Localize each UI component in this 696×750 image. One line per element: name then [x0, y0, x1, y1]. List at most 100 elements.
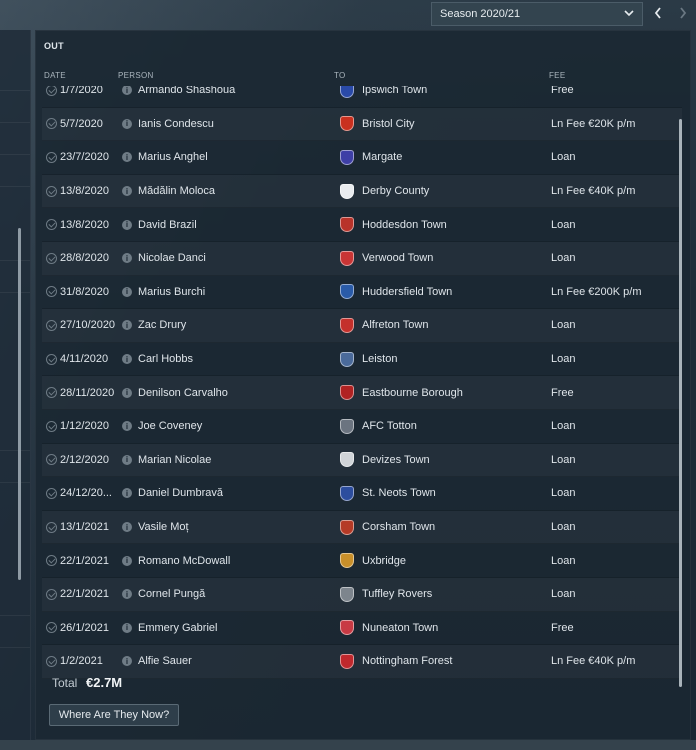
column-header-fee[interactable]: FEE: [549, 71, 566, 80]
player-name[interactable]: Mădălin Moloca: [138, 185, 216, 198]
check-icon[interactable]: [46, 454, 57, 466]
destination-club[interactable]: Verwood Town: [362, 252, 434, 265]
club-badge-icon[interactable]: [340, 385, 354, 401]
info-icon[interactable]: i: [122, 253, 132, 264]
check-icon[interactable]: [46, 521, 57, 533]
club-badge-icon[interactable]: [340, 418, 354, 434]
check-icon[interactable]: [46, 286, 57, 298]
info-icon[interactable]: i: [122, 454, 132, 465]
check-icon[interactable]: [46, 487, 57, 499]
table-row[interactable]: 1/2/2021 i Alfie Sauer Nottingham Forest Ln …: [42, 645, 682, 679]
table-row[interactable]: 2/12/2020 i Marian Nicolae Devizes Town Loan: [42, 444, 682, 478]
player-name[interactable]: Zac Drury: [138, 319, 187, 332]
destination-club[interactable]: Derby County: [362, 185, 430, 198]
player-name[interactable]: Alfie Sauer: [138, 655, 192, 668]
table-row[interactable]: 22/1/2021 i Cornel Pungă Tuffley Rovers Loan: [42, 578, 682, 612]
check-icon[interactable]: [46, 151, 57, 163]
club-badge-icon[interactable]: [340, 620, 354, 636]
check-icon[interactable]: [46, 319, 57, 331]
club-badge-icon[interactable]: [340, 86, 354, 98]
check-icon[interactable]: [46, 588, 57, 600]
info-icon[interactable]: i: [122, 622, 132, 633]
club-badge-icon[interactable]: [340, 183, 354, 199]
info-icon[interactable]: i: [122, 589, 132, 600]
season-dropdown[interactable]: Season 2020/21: [431, 2, 643, 26]
destination-club[interactable]: Margate: [362, 151, 403, 164]
info-icon[interactable]: i: [122, 555, 132, 566]
info-icon[interactable]: i: [122, 522, 132, 533]
player-name[interactable]: Daniel Dumbravă: [138, 487, 223, 500]
destination-club[interactable]: Uxbridge: [362, 554, 407, 567]
club-badge-icon[interactable]: [340, 553, 354, 569]
check-icon[interactable]: [46, 622, 57, 634]
previous-season-button[interactable]: [646, 2, 670, 26]
check-icon[interactable]: [46, 353, 57, 365]
column-header-date[interactable]: DATE: [44, 71, 66, 80]
table-row[interactable]: 26/1/2021 i Emmery Gabriel Nuneaton Town Fre…: [42, 612, 682, 646]
check-icon[interactable]: [46, 555, 57, 567]
next-season-button[interactable]: [671, 2, 695, 26]
check-icon[interactable]: [46, 420, 57, 432]
table-row[interactable]: 22/1/2021 i Romano McDowall Uxbridge Loan: [42, 544, 682, 578]
destination-club[interactable]: Huddersfield Town: [362, 285, 453, 298]
check-icon[interactable]: [46, 185, 57, 197]
table-row[interactable]: 31/8/2020 i Marius Burchi Huddersfield Town…: [42, 276, 682, 310]
player-name[interactable]: Marian Nicolae: [138, 453, 212, 466]
club-badge-icon[interactable]: [340, 217, 354, 233]
check-icon[interactable]: [46, 252, 57, 264]
player-name[interactable]: Vasile Moț: [138, 521, 189, 534]
player-name[interactable]: David Brazil: [138, 218, 197, 231]
table-row[interactable]: 5/7/2020 i Ianis Condescu Bristol City Ln Fe…: [42, 108, 682, 142]
where-are-they-now-button[interactable]: Where Are They Now?: [49, 704, 179, 726]
destination-club[interactable]: Nottingham Forest: [362, 655, 453, 668]
club-badge-icon[interactable]: [340, 586, 354, 602]
table-row[interactable]: 27/10/2020 i Zac Drury Alfreton Town Loan: [42, 309, 682, 343]
info-icon[interactable]: i: [122, 387, 132, 398]
club-badge-icon[interactable]: [340, 284, 354, 300]
info-icon[interactable]: i: [122, 118, 132, 129]
check-icon[interactable]: [46, 86, 57, 96]
info-icon[interactable]: i: [122, 421, 132, 432]
club-badge-icon[interactable]: [340, 250, 354, 266]
info-icon[interactable]: i: [122, 286, 132, 297]
table-row[interactable]: 1/12/2020 i Joe Coveney AFC Totton Loan: [42, 410, 682, 444]
list-scrollbar[interactable]: [679, 119, 682, 687]
player-name[interactable]: Marius Burchi: [138, 285, 206, 298]
player-name[interactable]: Armando Shashoua: [138, 86, 236, 97]
destination-club[interactable]: Corsham Town: [362, 521, 436, 534]
table-row[interactable]: 23/7/2020 i Marius Anghel Margate Loan: [42, 141, 682, 175]
destination-club[interactable]: Eastbourne Borough: [362, 386, 463, 399]
table-row[interactable]: 13/8/2020 i Mădălin Moloca Derby County Ln F…: [42, 175, 682, 209]
table-row[interactable]: 4/11/2020 i Carl Hobbs Leiston Loan: [42, 343, 682, 377]
info-icon[interactable]: i: [122, 488, 132, 499]
destination-club[interactable]: Nuneaton Town: [362, 621, 439, 634]
player-name[interactable]: Emmery Gabriel: [138, 621, 218, 634]
info-icon[interactable]: i: [122, 86, 132, 96]
destination-club[interactable]: AFC Totton: [362, 420, 417, 433]
player-name[interactable]: Ianis Condescu: [138, 117, 214, 130]
club-badge-icon[interactable]: [340, 317, 354, 333]
column-header-to[interactable]: TO: [334, 71, 346, 80]
info-icon[interactable]: i: [122, 320, 132, 331]
table-row[interactable]: 28/11/2020 i Denilson Carvalho Eastbourne B…: [42, 376, 682, 410]
destination-club[interactable]: Hoddesdon Town: [362, 218, 447, 231]
destination-club[interactable]: Leiston: [362, 353, 398, 366]
club-badge-icon[interactable]: [340, 653, 354, 669]
player-name[interactable]: Denilson Carvalho: [138, 386, 228, 399]
player-name[interactable]: Romano McDowall: [138, 554, 231, 567]
club-badge-icon[interactable]: [340, 149, 354, 165]
check-icon[interactable]: [46, 118, 57, 130]
player-name[interactable]: Carl Hobbs: [138, 353, 194, 366]
club-badge-icon[interactable]: [340, 452, 354, 468]
destination-club[interactable]: Tuffley Rovers: [362, 588, 433, 601]
player-name[interactable]: Nicolae Danci: [138, 252, 206, 265]
destination-club[interactable]: Ipswich Town: [362, 86, 428, 97]
player-name[interactable]: Cornel Pungă: [138, 588, 206, 601]
destination-club[interactable]: Alfreton Town: [362, 319, 429, 332]
destination-club[interactable]: Devizes Town: [362, 453, 430, 466]
info-icon[interactable]: i: [122, 186, 132, 197]
destination-club[interactable]: St. Neots Town: [362, 487, 436, 500]
player-name[interactable]: Joe Coveney: [138, 420, 203, 433]
check-icon[interactable]: [46, 219, 57, 231]
table-row[interactable]: 1/7/2020 i Armando Shashoua Ipswich Town Fre…: [42, 86, 682, 108]
